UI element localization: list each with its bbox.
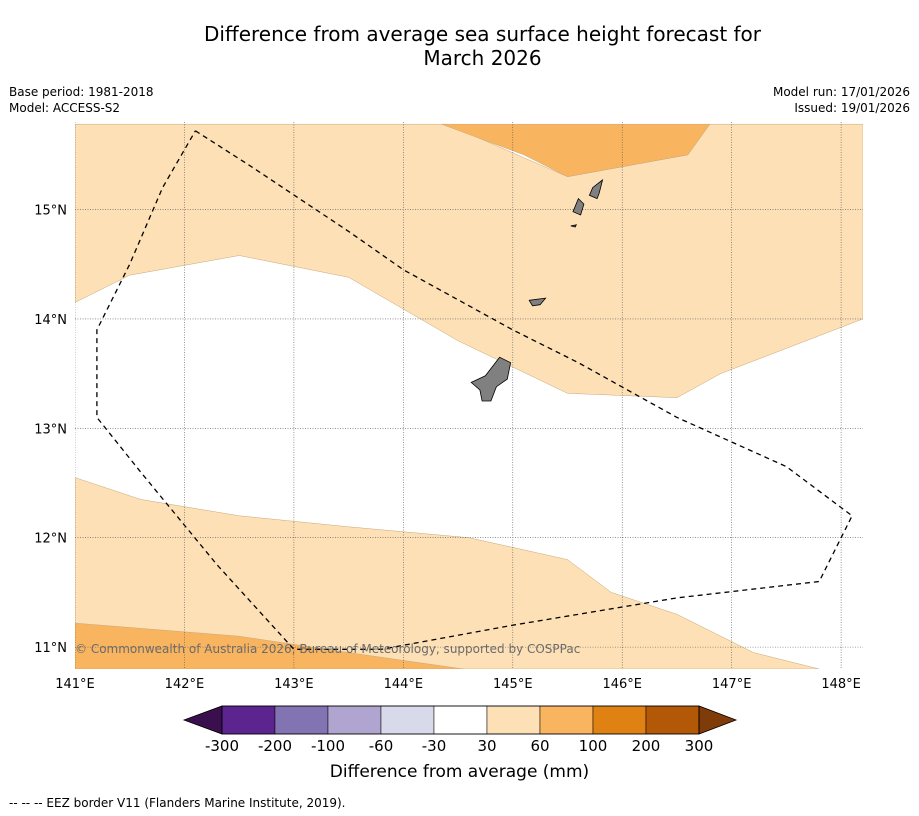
islands <box>470 178 604 402</box>
map-area: © Commonwealth of Australia 2026, Bureau… <box>75 122 863 669</box>
lon-tick-label: 145°E <box>493 677 533 692</box>
colorbar-tick-label: -60 <box>369 737 394 755</box>
island-rota <box>528 297 547 307</box>
lat-tick-label: 13°N <box>34 422 67 437</box>
anomaly-regions <box>75 123 863 669</box>
colorbar-bin <box>592 705 647 735</box>
colorbar-extend-low <box>182 705 223 735</box>
colorbar-bin <box>380 705 435 735</box>
colorbar-tick-label: 100 <box>579 737 608 755</box>
copyright-text: © Commonwealth of Australia 2026, Bureau… <box>75 642 580 656</box>
colorbar-tick-label: 60 <box>530 737 549 755</box>
colorbar-tick-label: -200 <box>258 737 292 755</box>
colorbar-bin <box>433 705 488 735</box>
colorbar-tick-label: 300 <box>685 737 714 755</box>
colorbar-bin <box>645 705 700 735</box>
colorbar-bin <box>274 705 329 735</box>
colorbar-label: Difference from average (mm) <box>329 762 590 782</box>
colorbar-bin <box>327 705 382 735</box>
lon-tick-label: 147°E <box>712 677 752 692</box>
issued-date: Issued: 19/01/2026 <box>794 101 910 115</box>
colorbar-bin <box>221 705 276 735</box>
region-southwest-60-100 <box>75 622 464 669</box>
eez-border-line <box>96 130 853 650</box>
axis-tick-labels: 141°E 142°E 143°E 144°E 145°E 146°E 147°E 148°E… <box>34 204 861 692</box>
lat-tick-label: 15°N <box>34 204 67 219</box>
colorbar-tick-label: 200 <box>632 737 661 755</box>
lon-tick-label: 143°E <box>274 677 314 692</box>
colorbar-extend-high <box>698 705 738 735</box>
island-tinian <box>572 197 585 216</box>
colorbar-frame <box>221 705 700 735</box>
colorbar-bin <box>539 705 594 735</box>
base-period: Base period: 1981-2018 <box>9 85 154 99</box>
lon-tick-label: 146°E <box>602 677 642 692</box>
colorbar-tick-label: -30 <box>422 737 447 755</box>
chart-title: Difference from average sea surface heig… <box>0 22 919 70</box>
title-line-1: Difference from average sea surface heig… <box>203 22 762 46</box>
gridlines <box>75 122 863 669</box>
title-line-2: March 2026 <box>423 46 542 70</box>
lat-tick-label: 11°N <box>34 641 67 656</box>
colorbar-bin <box>486 705 541 735</box>
lon-tick-label: 148°E <box>821 677 861 692</box>
colorbar-tick-label: 30 <box>477 737 496 755</box>
meta-left: Base period: 1981-2018 Model: ACCESS-S2 <box>9 84 154 116</box>
lat-tick-label: 12°N <box>34 532 67 547</box>
eez-footnote: -- -- -- EEZ border V11 (Flanders Marine… <box>9 796 346 810</box>
colorbar: -300 -200 -100 -60 -30 30 60 100 200 300 <box>182 705 738 755</box>
colorbar-tick-label: -100 <box>311 737 345 755</box>
lon-tick-label: 142°E <box>165 677 205 692</box>
region-south-30-60 <box>75 477 820 669</box>
lon-tick-label: 144°E <box>384 677 424 692</box>
region-north-60-100 <box>441 123 711 177</box>
model-run: Model run: 17/01/2026 <box>772 85 910 99</box>
island-guam <box>470 356 512 402</box>
island-saipan <box>588 178 604 200</box>
island-aguijan <box>570 224 578 228</box>
model-name: Model: ACCESS-S2 <box>9 101 121 115</box>
colorbar-tick-label: -300 <box>205 737 239 755</box>
meta-right: Model run: 17/01/2026 Issued: 19/01/2026 <box>773 84 910 116</box>
lon-tick-label: 141°E <box>55 677 95 692</box>
lat-tick-label: 14°N <box>34 313 67 328</box>
